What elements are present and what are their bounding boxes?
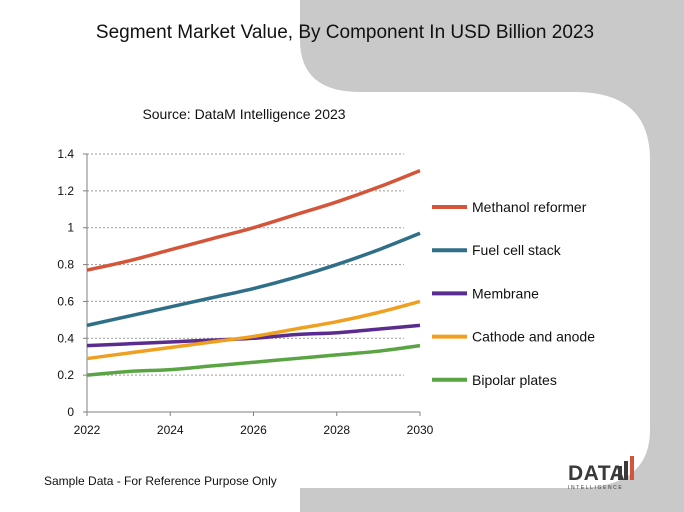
datam-logo: DATA INTELLIGENCE [568,456,634,491]
legend-label: Cathode and anode [472,329,595,345]
x-tick-label: 2028 [323,423,350,437]
gridlines [87,153,404,376]
y-tick-label: 1.4 [57,147,74,161]
legend-label: Membrane [472,285,539,301]
x-tick-label: 2030 [407,423,434,437]
series-line-bipolar-plates [86,343,421,377]
logo-subtitle: INTELLIGENCE [568,485,623,491]
logo-bar-2 [624,461,628,480]
series-line-membrane [86,323,421,348]
y-tick-label: 1.2 [57,184,74,198]
y-tick-label: 0 [67,405,74,419]
y-tick-label: 0.6 [57,294,74,308]
y-tick-label: 0.2 [57,368,74,382]
y-tick-label: 0.8 [57,258,74,272]
x-axis-ticks: 2022 2024 2026 2028 2030 [74,412,434,437]
x-tick-label: 2026 [240,423,267,437]
legend: Methanol reformer Fuel cell stack Membrane… [432,199,595,388]
logo-bar-3 [630,456,634,480]
grey-backdrop-shape [290,0,684,512]
footer-note: Sample Data - For Reference Purpose Only [44,474,277,488]
series-lines [86,168,421,377]
grey-footer-band [0,488,300,512]
y-tick-label: 1 [67,221,74,235]
logo-bar-1 [618,466,622,480]
series-line-fuel-cell-stack [86,231,421,328]
series-line-methanol-reformer [86,168,421,272]
y-tick-label: 0.4 [57,331,74,345]
x-tick-label: 2022 [74,423,101,437]
y-axis-ticks: 0 0.2 0.4 0.6 0.8 1 1.2 1.4 [57,147,87,419]
series-line-cathode-and-anode [86,299,421,361]
chart-source: Source: DataM Intelligence 2023 [142,106,345,122]
legend-label: Fuel cell stack [472,242,562,258]
chart-title: Segment Market Value, By Component In US… [96,22,594,43]
legend-label: Bipolar plates [472,372,557,388]
x-tick-label: 2024 [157,423,184,437]
plot-area: 0 0.2 0.4 0.6 0.8 1 1.2 1.4 2022 2024 2026 2028 203… [57,147,433,437]
logo-wordmark: DATA [568,462,625,485]
legend-label: Methanol reformer [472,199,587,215]
